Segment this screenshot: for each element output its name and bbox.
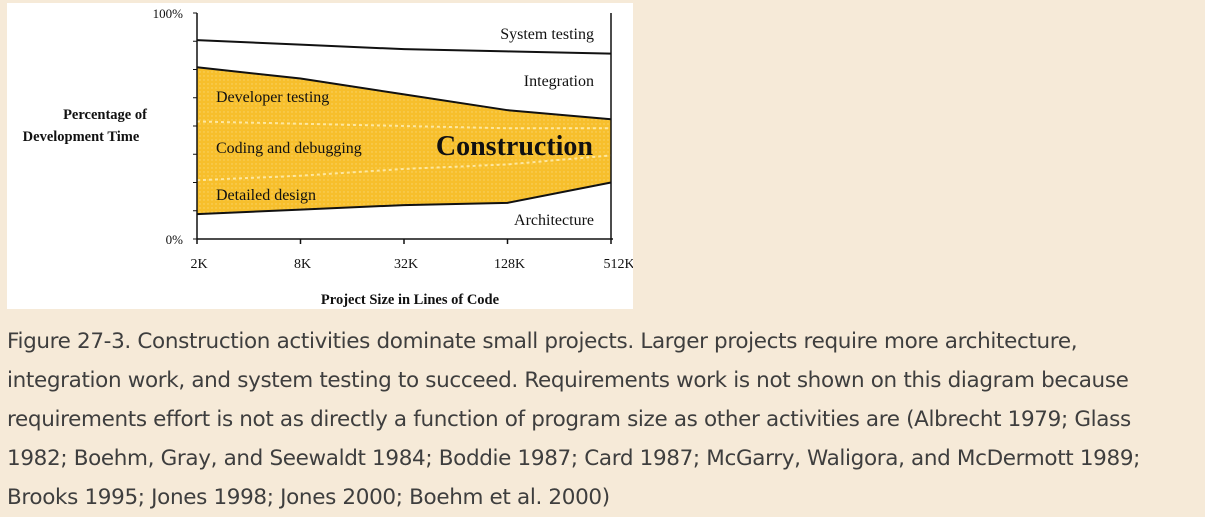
region-label-construction: Construction xyxy=(436,131,594,162)
figure-chart: 100% 0% Percentage of Development Time 2K 8K 3… xyxy=(7,3,633,309)
architecture-top-line xyxy=(196,181,612,216)
x-tick-label: 512K xyxy=(603,257,633,272)
region-label-architecture: Architecture xyxy=(514,212,594,229)
region-label-coding: Coding and debugging xyxy=(216,140,362,157)
x-tick-label: 2K xyxy=(190,257,207,272)
chart-svg: 100% 0% Percentage of Development Time 2K 8K 3… xyxy=(23,6,633,308)
region-label-system-testing: System testing xyxy=(500,26,594,43)
x-tick-label: 8K xyxy=(294,257,311,272)
developer-testing-top-line xyxy=(196,66,612,121)
construction-band xyxy=(197,67,611,215)
region-label-integration: Integration xyxy=(524,73,594,90)
y-axis-label-line1: Percentage of xyxy=(63,107,147,123)
region-label-detailed-design: Detailed design xyxy=(216,187,316,204)
figure-caption: Figure 27-3. Construction activities dom… xyxy=(7,329,1141,510)
region-label-developer-testing: Developer testing xyxy=(216,89,329,106)
y-axis-label-line2: Development Time xyxy=(23,129,140,145)
x-axis-label: Project Size in Lines of Code xyxy=(321,292,500,308)
x-tick-label: 32K xyxy=(394,257,418,272)
y-tick-label-max: 100% xyxy=(153,6,184,21)
integration-top-line xyxy=(196,39,612,55)
y-tick-label-min: 0% xyxy=(166,232,184,247)
x-tick-label: 128K xyxy=(494,257,525,272)
